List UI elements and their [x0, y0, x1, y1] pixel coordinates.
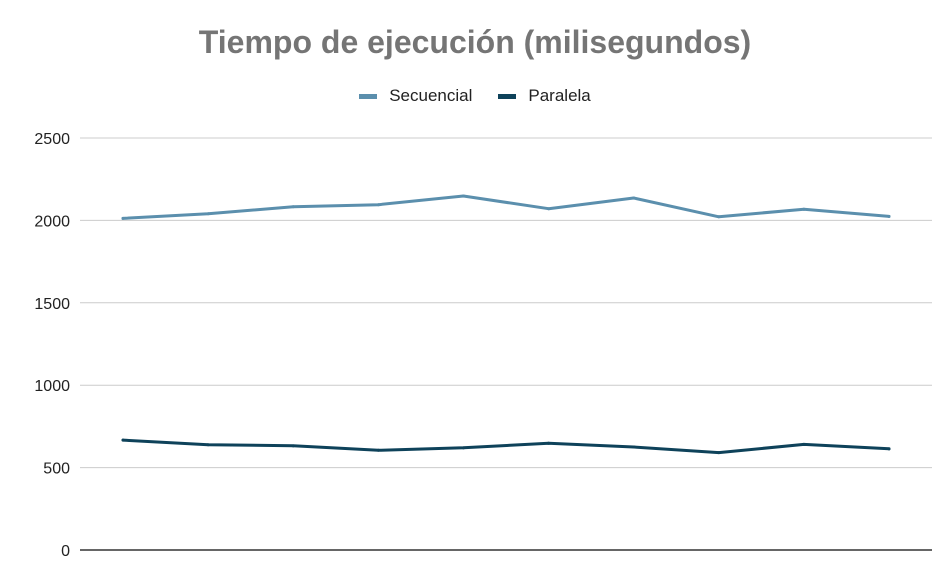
- series-line-secuencial: [121, 194, 891, 220]
- data-point-paralela: [887, 447, 891, 451]
- data-point-paralela: [121, 438, 125, 442]
- legend-label-paralela: Paralela: [528, 86, 591, 105]
- y-tick-label: 500: [43, 461, 70, 478]
- data-point-secuencial: [802, 207, 806, 211]
- data-point-paralela: [632, 445, 636, 449]
- series-line-paralela: [121, 438, 891, 455]
- legend: Secuencial Paralela: [0, 86, 950, 106]
- data-point-secuencial: [376, 203, 380, 207]
- data-point-paralela: [206, 443, 210, 447]
- data-point-paralela: [376, 448, 380, 452]
- data-point-secuencial: [887, 214, 891, 218]
- data-point-secuencial: [632, 196, 636, 200]
- legend-swatch-secuencial: [359, 93, 378, 99]
- data-point-paralela: [547, 441, 551, 445]
- legend-item-paralela: Paralela: [498, 86, 591, 106]
- data-point-secuencial: [717, 215, 721, 219]
- data-point-secuencial: [547, 207, 551, 211]
- data-point-secuencial: [206, 212, 210, 216]
- data-point-paralela: [291, 444, 295, 448]
- y-tick-label: 2500: [34, 131, 70, 148]
- data-point-paralela: [461, 446, 465, 450]
- legend-item-secuencial: Secuencial: [359, 86, 472, 106]
- data-point-secuencial: [291, 205, 295, 209]
- data-point-paralela: [802, 442, 806, 446]
- y-tick-label: 1000: [34, 378, 70, 395]
- data-point-paralela: [717, 451, 721, 455]
- y-tick-label: 0: [61, 543, 70, 560]
- data-point-secuencial: [121, 216, 125, 220]
- y-tick-label: 2000: [34, 213, 70, 230]
- legend-swatch-paralela: [498, 93, 517, 99]
- y-tick-label: 1500: [34, 296, 70, 313]
- data-point-secuencial: [461, 194, 465, 198]
- legend-label-secuencial: Secuencial: [389, 86, 473, 105]
- chart-title: Tiempo de ejecución (milisegundos): [198, 24, 752, 60]
